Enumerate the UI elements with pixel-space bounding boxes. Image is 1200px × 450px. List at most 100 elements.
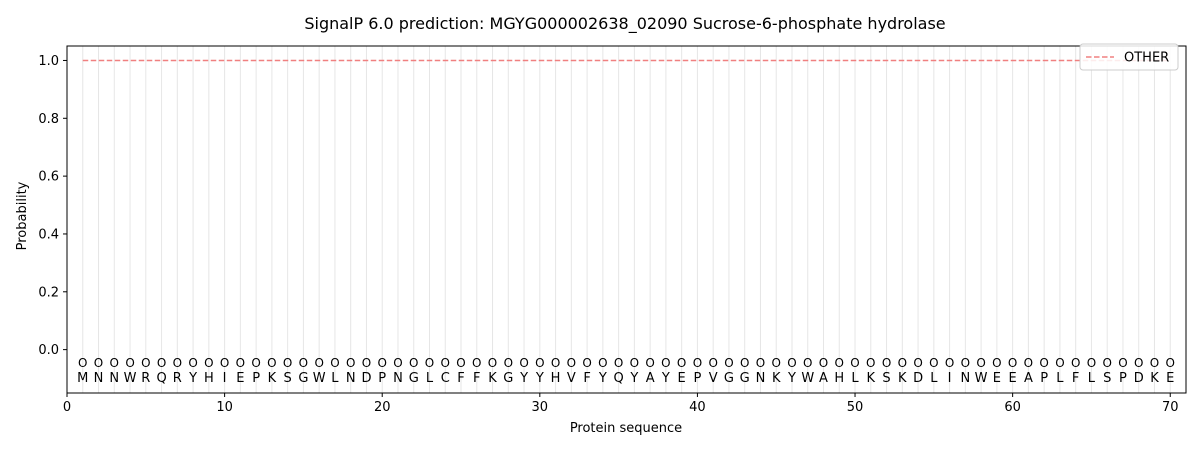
residue-label: N	[94, 371, 104, 386]
residue-label: S	[882, 371, 890, 386]
residue-label: Y	[188, 371, 197, 386]
residue-label: H	[834, 371, 844, 386]
region-label: O	[267, 356, 276, 370]
residue-label: Q	[156, 371, 166, 386]
residue-label: M	[77, 371, 88, 386]
region-label: O	[850, 356, 859, 370]
residue-label: A	[646, 371, 655, 386]
region-label: O	[661, 356, 670, 370]
region-label: O	[898, 356, 907, 370]
residue-label: A	[819, 371, 828, 386]
region-label: O	[708, 356, 717, 370]
chart-title: SignalP 6.0 prediction: MGYG000002638_02…	[304, 14, 945, 34]
region-label: O	[1087, 356, 1096, 370]
residue-label: K	[1150, 371, 1159, 386]
region-label: O	[472, 356, 481, 370]
region-label: O	[1102, 356, 1111, 370]
region-label: O	[567, 356, 576, 370]
y-axis-label: Probability	[15, 181, 30, 250]
residue-label: N	[109, 371, 119, 386]
region-label: O	[976, 356, 985, 370]
region-label: O	[551, 356, 560, 370]
region-label: O	[929, 356, 938, 370]
x-tick-label: 70	[1162, 400, 1179, 415]
residue-label: L	[331, 371, 339, 386]
residue-label: V	[567, 371, 576, 386]
x-tick-label: 0	[63, 400, 71, 415]
region-label: O	[630, 356, 639, 370]
x-tick-label: 40	[689, 400, 706, 415]
residue-label: F	[473, 371, 480, 386]
region-label: O	[299, 356, 308, 370]
region-label: O	[1166, 356, 1175, 370]
residue-label: E	[1009, 371, 1017, 386]
region-label: O	[173, 356, 182, 370]
residue-label: V	[709, 371, 718, 386]
residue-label: K	[898, 371, 907, 386]
region-label: O	[1055, 356, 1064, 370]
residue-label: W	[313, 371, 326, 386]
residue-label: K	[488, 371, 497, 386]
residue-label: N	[960, 371, 970, 386]
region-label: O	[992, 356, 1001, 370]
residue-label: W	[975, 371, 988, 386]
region-label: O	[519, 356, 528, 370]
residue-label: Q	[614, 371, 624, 386]
residue-label: A	[1024, 371, 1033, 386]
residue-label: C	[441, 371, 450, 386]
residue-label: Y	[661, 371, 670, 386]
residue-label: Y	[787, 371, 796, 386]
residue-label: F	[1072, 371, 1079, 386]
x-axis-ticks: 0 10 20 30 40 50 60 70	[63, 393, 1179, 415]
region-label: O	[125, 356, 134, 370]
residue-label: E	[993, 371, 1001, 386]
residue-label: F	[457, 371, 464, 386]
residue-label: I	[223, 371, 227, 386]
residue-label: N	[393, 371, 403, 386]
legend-label-other: OTHER	[1124, 51, 1169, 66]
x-tick-label: 30	[532, 400, 549, 415]
residue-label: P	[1040, 371, 1048, 386]
residue-label: F	[583, 371, 590, 386]
residue-label: Y	[598, 371, 607, 386]
region-label: O	[961, 356, 970, 370]
residue-label: Y	[535, 371, 544, 386]
residue-label: R	[141, 371, 150, 386]
region-label: O	[1071, 356, 1080, 370]
residue-label: R	[173, 371, 182, 386]
residue-label: L	[426, 371, 434, 386]
region-label: O	[882, 356, 891, 370]
residue-label: D	[1134, 371, 1144, 386]
residue-label: S	[1103, 371, 1111, 386]
residue-label: P	[378, 371, 386, 386]
region-label: O	[1150, 356, 1159, 370]
region-label: O	[504, 356, 513, 370]
y-tick-label: 0.8	[38, 112, 59, 127]
region-label: O	[913, 356, 922, 370]
residue-label: G	[298, 371, 308, 386]
x-tick-label: 20	[374, 400, 391, 415]
residue-label: E	[236, 371, 244, 386]
residue-label: N	[756, 371, 766, 386]
region-label: O	[945, 356, 954, 370]
residue-label: G	[740, 371, 750, 386]
residue-label: G	[724, 371, 734, 386]
residue-label: D	[913, 371, 923, 386]
region-label: O	[220, 356, 229, 370]
residue-label: P	[694, 371, 702, 386]
residue-label: H	[204, 371, 214, 386]
residue-label: W	[801, 371, 814, 386]
residue-label: P	[1119, 371, 1127, 386]
x-tick-label: 10	[216, 400, 233, 415]
region-label: O	[204, 356, 213, 370]
region-label: O	[645, 356, 654, 370]
region-label: O	[425, 356, 434, 370]
residue-label: L	[851, 371, 859, 386]
grid-lines	[82, 46, 1171, 393]
residue-label: L	[1088, 371, 1096, 386]
region-label: O	[330, 356, 339, 370]
region-label: O	[456, 356, 465, 370]
region-label: O	[78, 356, 87, 370]
y-tick-label: 0.4	[38, 227, 59, 242]
region-label: O	[614, 356, 623, 370]
